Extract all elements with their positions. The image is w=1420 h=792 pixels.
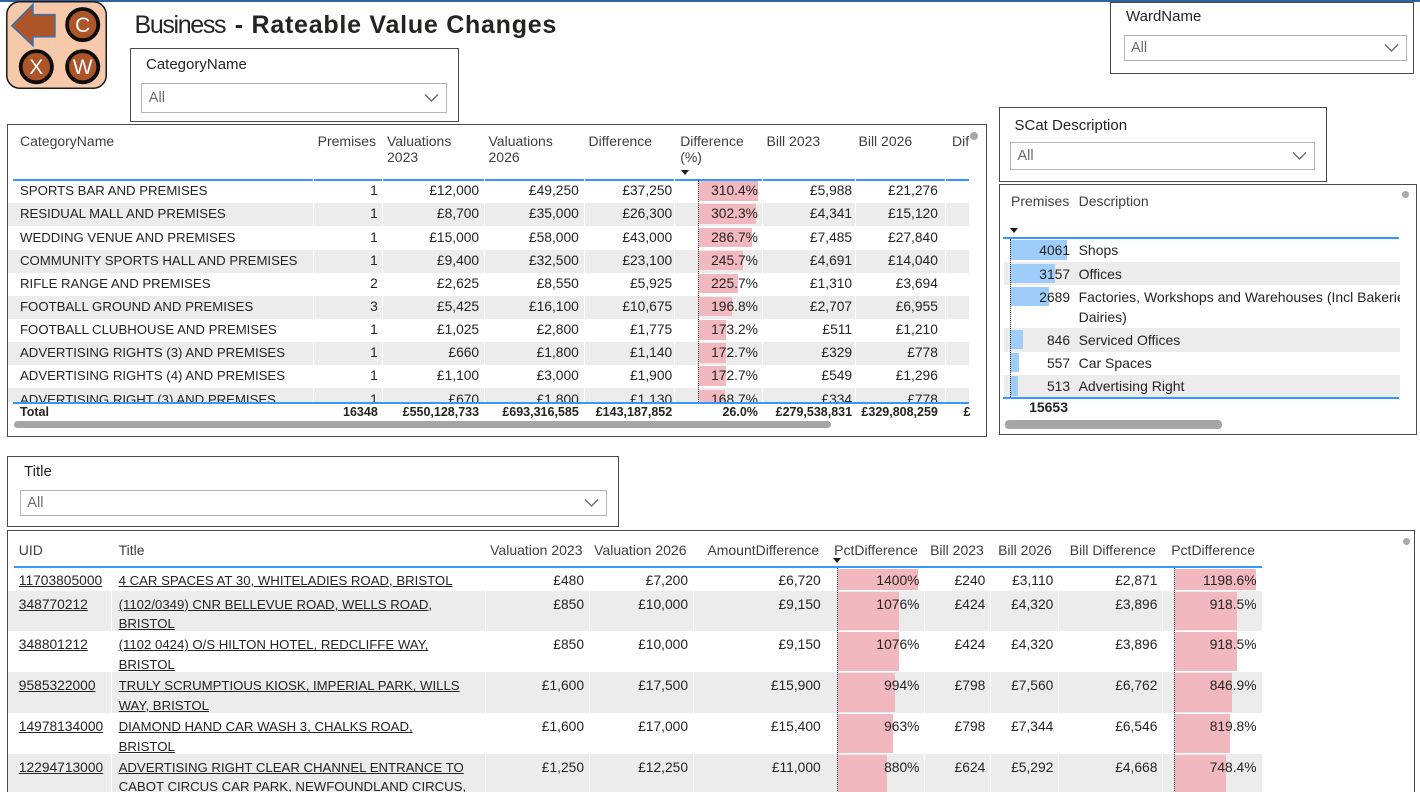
svg-text:C: C xyxy=(75,14,90,37)
svg-text:W: W xyxy=(73,56,93,79)
svg-text:X: X xyxy=(29,56,43,79)
